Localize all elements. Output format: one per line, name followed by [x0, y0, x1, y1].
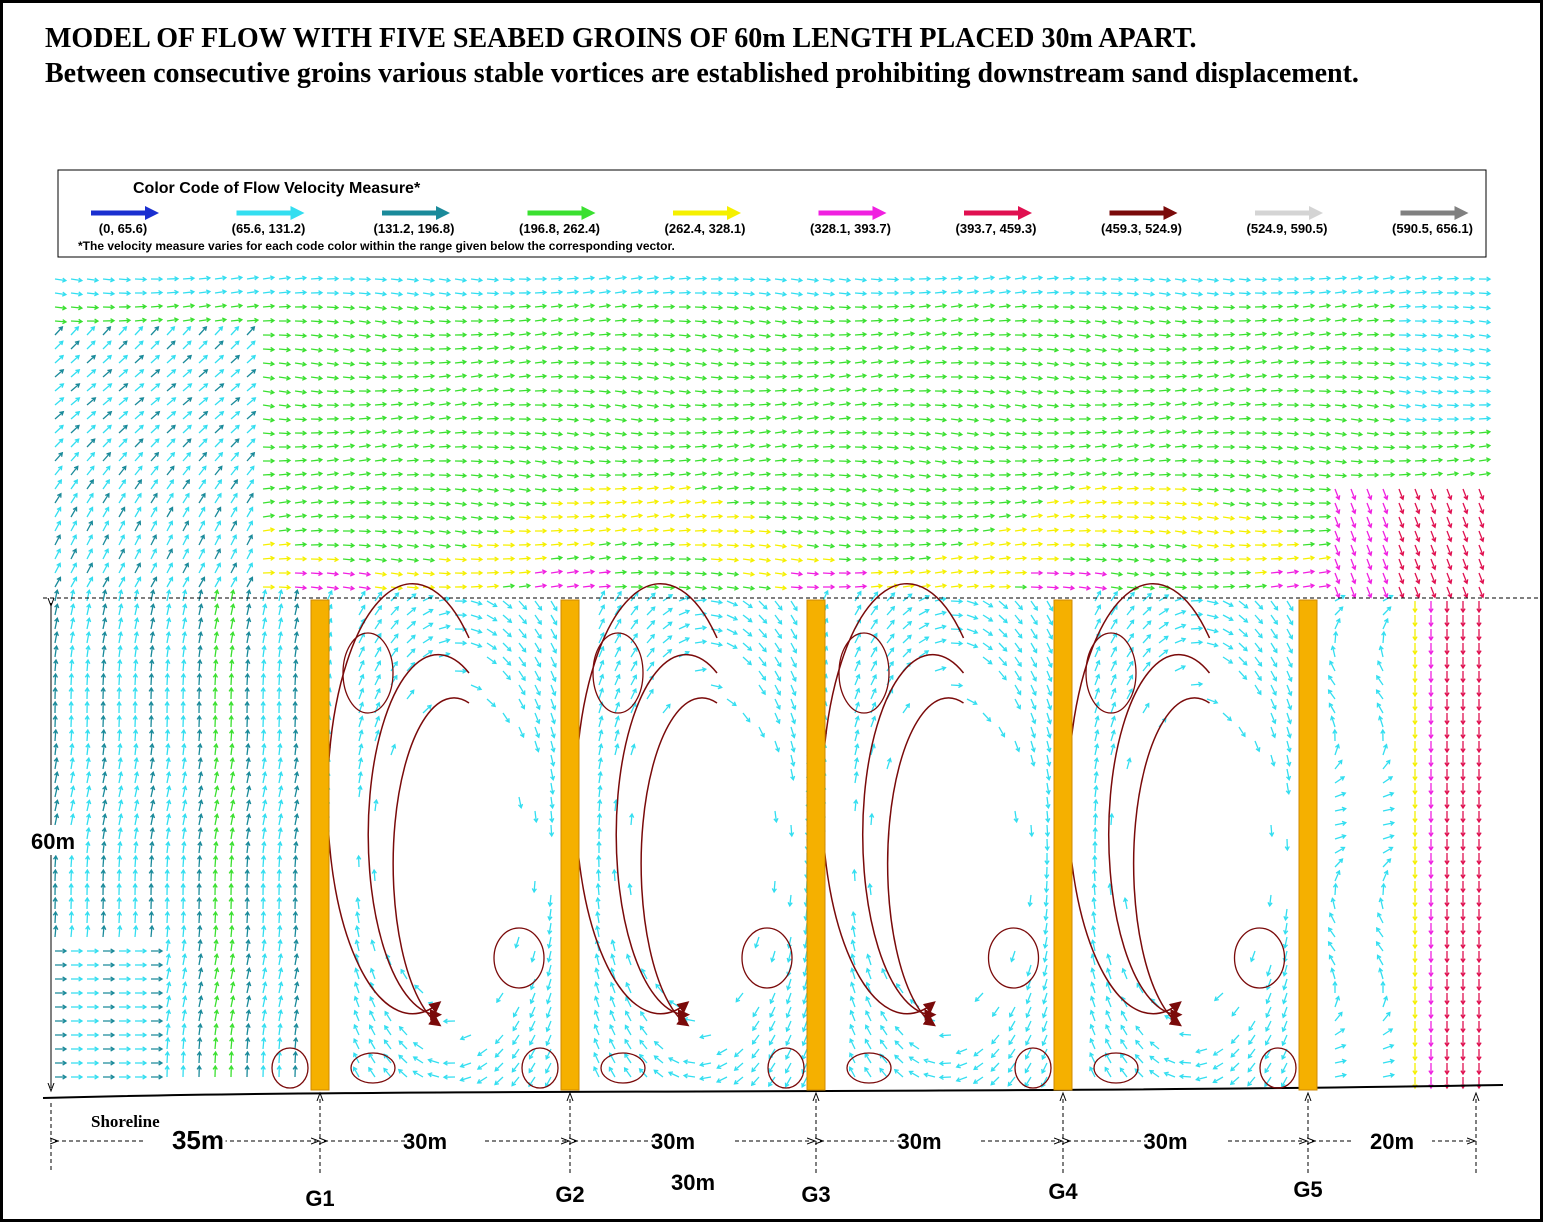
groin [560, 599, 580, 1091]
flow-vectors [1398, 488, 1485, 1090]
spacing-label: 30m [403, 1129, 447, 1154]
groin [1053, 599, 1073, 1091]
small-vortex [592, 632, 644, 714]
legend-title: Color Code of Flow Velocity Measure* [133, 180, 421, 197]
spacing-label-bg [1145, 1127, 1226, 1155]
groin-label: G4 [1048, 1179, 1078, 1204]
legend-arrow-head [145, 206, 159, 220]
small-vortex [741, 927, 793, 989]
legend-label: (65.6, 131.2) [232, 221, 306, 236]
small-vortex [271, 1047, 309, 1089]
title: MODEL OF FLOW WITH FIVE SEABED GROINS OF… [45, 23, 1197, 54]
groin [1298, 599, 1318, 1091]
small-vortex [1085, 632, 1137, 714]
spacing-label-bg [899, 1127, 980, 1155]
groin [806, 599, 826, 1091]
vector-field [52, 275, 1492, 1090]
vortex-line [1132, 697, 1210, 1027]
legend-label: (262.4, 328.1) [665, 221, 746, 236]
vortex-line [615, 653, 718, 1021]
spacing-label-bg [653, 1127, 733, 1155]
legend-arrow-head [1018, 206, 1032, 220]
legend-arrow-head [436, 206, 450, 220]
groin-label: G2 [555, 1182, 584, 1207]
small-vortex [838, 632, 890, 714]
small-vortex [1259, 1047, 1297, 1089]
vortex-line [367, 653, 470, 1021]
small-vortex [767, 1047, 805, 1089]
legend-label: (196.8, 262.4) [519, 221, 600, 236]
spacing-label-bg [405, 1127, 485, 1155]
spacing-label-bg [145, 1127, 226, 1155]
legend-note: *The velocity measure varies for each co… [78, 239, 675, 253]
height-label: 60m [31, 829, 75, 854]
legend-arrow-head [872, 206, 887, 220]
small-vortex [1014, 1047, 1052, 1089]
spacing-label-bg [1352, 1127, 1432, 1155]
groin-label: G3 [801, 1182, 830, 1207]
flow-vectors [294, 488, 1434, 1090]
groin-label: G5 [1293, 1177, 1322, 1202]
vortex-line [1107, 653, 1211, 1021]
legend-label: (328.1, 393.7) [810, 221, 891, 236]
spacing-label: 20m [1370, 1129, 1414, 1154]
spacing-label: 30m [651, 1129, 695, 1154]
spacing-label: 30m [1143, 1129, 1187, 1154]
vortex-line [861, 653, 965, 1021]
legend-arrow-head [1163, 206, 1178, 220]
small-vortex [342, 632, 394, 714]
small-vortex [1233, 927, 1286, 989]
shoreline-line [42, 1084, 1504, 1099]
spacing-label: 35m [172, 1125, 224, 1155]
legend-arrow-head [1309, 206, 1323, 220]
small-vortex [350, 1052, 396, 1084]
groin-label: G1 [305, 1186, 334, 1211]
legend-arrow-head [581, 206, 596, 220]
legend-arrow-head [1454, 206, 1469, 220]
legend-label: (393.7, 459.3) [956, 221, 1037, 236]
subtitle: Between consecutive groins various stabl… [45, 58, 1359, 89]
small-vortex [846, 1052, 892, 1084]
flow-vectors [52, 325, 300, 1080]
flow-diagram: Color Code of Flow Velocity Measure* *Th… [23, 169, 1540, 1211]
vortex-line [886, 697, 964, 1027]
small-vortex [493, 927, 545, 989]
legend-arrow-head [290, 206, 305, 220]
legend-label: (0, 65.6) [99, 221, 147, 236]
spacing-label: 30m [897, 1129, 941, 1154]
small-vortex [521, 1047, 559, 1089]
vortex-line [392, 697, 470, 1027]
shoreline-label: Shoreline [91, 1112, 160, 1131]
small-vortex [600, 1052, 646, 1084]
groin [310, 599, 330, 1091]
legend-arrow-head [727, 206, 741, 220]
small-vortex [1093, 1052, 1139, 1084]
flow-vectors [54, 303, 1492, 1078]
legend-label: (131.2, 196.8) [374, 221, 455, 236]
height-label-bg [23, 825, 79, 855]
legend-label: (524.9, 590.5) [1247, 221, 1328, 236]
extra-spacing: 30m [671, 1170, 715, 1195]
legend-label: (590.5, 656.1) [1392, 221, 1473, 236]
vortex-line [640, 697, 718, 1027]
flow-vectors [54, 275, 1492, 1089]
legend-label: (459.3, 524.9) [1101, 221, 1182, 236]
small-vortex [987, 927, 1040, 989]
flow-vectors [262, 485, 1418, 1090]
